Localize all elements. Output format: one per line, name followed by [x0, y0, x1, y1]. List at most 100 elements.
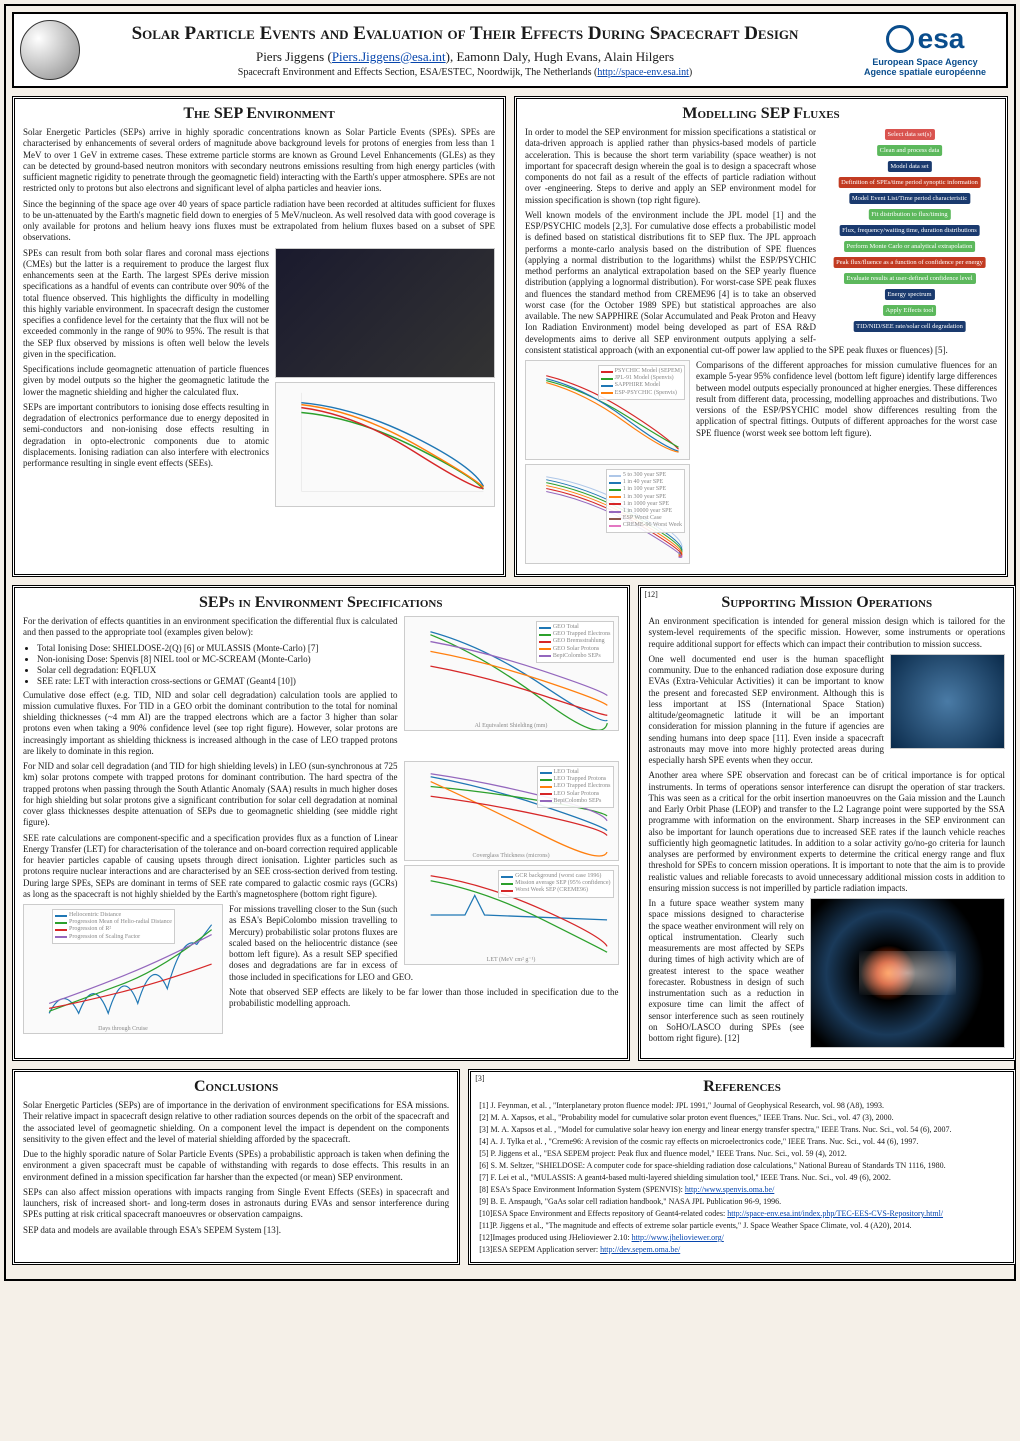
geo-tid-chart: GEO TotalGEO Trapped ElectronsGEO Bremss…	[404, 616, 619, 731]
conclusions-box: Conclusions Solar Energetic Particles (S…	[12, 1069, 460, 1265]
reference-item: [5] P. Jiggens et al., "ESA SEPEM projec…	[479, 1148, 1005, 1160]
author-email-link[interactable]: Piers.Jiggens@esa.int	[332, 49, 446, 64]
reference-item: [1] J. Feynman, et al. , "Interplanetary…	[479, 1100, 1005, 1112]
conc-p1: Solar Energetic Particles (SEPs) are of …	[23, 1100, 449, 1145]
flowchart: Select data set(s) Clean and process data…	[822, 127, 997, 337]
row-1: The SEP Environment Solar Energetic Part…	[12, 96, 1008, 577]
row-2: SEPs in Environment Specifications GEO T…	[12, 585, 1008, 1061]
reference-link[interactable]: http://www.spenvis.oma.be/	[685, 1185, 774, 1194]
stereo-logo	[20, 20, 80, 80]
cme-image-top	[275, 248, 495, 378]
reference-item: [7] F. Lei et al., "MULASSIS: A geant4-b…	[479, 1172, 1005, 1184]
authors-prefix: Piers Jiggens (	[256, 49, 332, 64]
reference-item: [12]Images produced using JHelioviewer 2…	[479, 1232, 1005, 1244]
legend-item: ESP-PSYCHIC (Spenvis)	[601, 390, 682, 397]
poster-root: Solar Particle Events and Evaluation of …	[4, 4, 1016, 1281]
flow-step: Peak flux/fluence as a function of confi…	[833, 257, 986, 268]
specs-box: SEPs in Environment Specifications GEO T…	[12, 585, 630, 1061]
reference-item: [13]ESA SEPEM Application server: http:/…	[479, 1244, 1005, 1256]
reference-link[interactable]: http://dev.sepem.oma.be/	[600, 1245, 680, 1254]
chartC-xlabel: LET (MeV cm² g⁻¹)	[487, 956, 536, 963]
chartA-legend: GEO TotalGEO Trapped ElectronsGEO Bremss…	[536, 621, 614, 663]
reference-link[interactable]: http://space-env.esa.int/index.php/TEC-E…	[727, 1209, 943, 1218]
esa-tagline-1: European Space Agency	[850, 57, 1000, 67]
chartB-xlabel: Coverglass Thickness (microns)	[472, 853, 549, 859]
legend-item: Worst Week SEP (CREME96)	[501, 887, 610, 894]
affiliation: Spacecraft Environment and Effects Secti…	[90, 67, 840, 78]
chart1-legend: PSYCHIC Model (SEPEM)JPL-91 Model (Spenv…	[598, 365, 685, 400]
affil-link[interactable]: http://space-env.esa.int	[597, 67, 689, 78]
leo-nid-chart: LEO TotalLEO Trapped ProtonsLEO Trapped …	[404, 761, 619, 861]
legend-item: Progression of Scaling Factor	[55, 934, 172, 941]
reference-item: [9] B. E. Anspaugh, "GaAs solar cell rad…	[479, 1196, 1005, 1208]
reference-item: [2] M. A. Xapsos, et al., "Probability m…	[479, 1112, 1005, 1124]
legend-item: 1 in 100 year SPE	[609, 486, 682, 493]
reference-item: [8] ESA's Space Environment Information …	[479, 1184, 1005, 1196]
authors: Piers Jiggens (Piers.Jiggens@esa.int), E…	[90, 49, 840, 65]
conclusions-title: Conclusions	[23, 1078, 449, 1096]
reference-item: [4] A. J. Tylka et al. , "Creme96: A rev…	[479, 1136, 1005, 1148]
flow-step: Apply Effects tool	[883, 305, 937, 316]
flow-step: Model data set	[887, 161, 931, 172]
esa-logo-block: esa European Space Agency Agence spatial…	[850, 23, 1000, 77]
model-compare-chart-1: PSYCHIC Model (SEPEM)JPL-91 Model (Spenv…	[525, 360, 690, 460]
refs-title: References	[479, 1078, 1005, 1096]
sep-env-p1: Solar Energetic Particles (SEPs) arrive …	[23, 127, 495, 195]
flow-step: Evaluate results at user-defined confide…	[843, 273, 975, 284]
refs-marker: [3]	[475, 1074, 484, 1083]
chartD-legend: Heliocentric DistanceProgression Mean of…	[52, 909, 175, 944]
helio-distance-chart: Heliocentric DistanceProgression Mean of…	[23, 904, 223, 1034]
support-marker: [12]	[645, 590, 658, 599]
affil-prefix: Spacecraft Environment and Effects Secti…	[238, 67, 598, 78]
affil-suffix: )	[689, 67, 692, 78]
flow-step: Fit distribution to flux/timing	[868, 209, 950, 220]
legend-item: BepiColombo SEPs	[539, 653, 611, 660]
legend-item: ESP Worst Case	[609, 515, 682, 522]
support-box: [12] Supporting Mission Operations An en…	[638, 585, 1016, 1061]
chartC-legend: GCR background (worst case 1996)Mission …	[498, 870, 613, 898]
refs-list: [1] J. Feynman, et al. , "Interplanetary…	[479, 1100, 1005, 1256]
model-compare-chart-2: 5 to 300 year SPE1 in 40 year SPE1 in 10…	[525, 464, 690, 564]
legend-item: SAPPHIRE Model	[601, 382, 682, 389]
sep-fluence-chart	[275, 382, 495, 507]
flow-step: Definition of SPEs/time period synoptic …	[838, 177, 981, 188]
flow-step: Clean and process data	[877, 145, 943, 156]
reference-item: [6] S. M. Seltzer, "SHIELDOSE: A compute…	[479, 1160, 1005, 1172]
sep-env-p2: Since the beginning of the space age ove…	[23, 199, 495, 244]
legend-item: LEO Trapped Protons	[540, 776, 611, 783]
esa-logo: esa	[850, 23, 1000, 55]
legend-item: GEO Total	[539, 624, 611, 631]
esa-tagline-2: Agence spatiale européenne	[850, 67, 1000, 77]
legend-item: GEO Trapped Electrons	[539, 631, 611, 638]
legend-item: 5 to 300 year SPE	[609, 472, 682, 479]
flow-step: Perform Monte Carlo or analytical extrap…	[844, 241, 976, 252]
chartA-xlabel: Al Equivalent Shielding (mm)	[475, 723, 548, 729]
legend-item: 1 in 300 year SPE	[609, 494, 682, 501]
legend-item: GEO Bremsstrahlung	[539, 638, 611, 645]
row-3: Conclusions Solar Energetic Particles (S…	[12, 1069, 1008, 1265]
reference-item: [10]ESA Space Environment and Effects re…	[479, 1208, 1005, 1220]
legend-item: JPL-91 Model (Spenvis)	[601, 375, 682, 382]
reference-item: [3] M. A. Xapsos et al. , "Model for cum…	[479, 1124, 1005, 1136]
legend-item: 1 in 40 year SPE	[609, 479, 682, 486]
reference-item: [11]P. Jiggens et al., "The magnitude an…	[479, 1220, 1005, 1232]
legend-item: 1 in 10000 year SPE	[609, 508, 682, 515]
specs-title: SEPs in Environment Specifications	[23, 594, 619, 612]
modelling-title: Modelling SEP Fluxes	[525, 105, 997, 123]
authors-suffix: ), Eamonn Daly, Hugh Evans, Alain Hilger…	[446, 49, 674, 64]
references-box: [3] References [1] J. Feynman, et al. , …	[468, 1069, 1016, 1265]
legend-item: LEO Total	[540, 769, 611, 776]
esa-circle-icon	[886, 25, 914, 53]
legend-item: Progression of R²	[55, 926, 172, 933]
flow-step: TID/NID/SEE rate/solar cell degradation	[853, 321, 966, 332]
support-p3: Another area where SPE observation and f…	[649, 770, 1005, 894]
flow-step: Select data set(s)	[884, 129, 934, 140]
legend-item: GEO Solar Protons	[539, 646, 611, 653]
conc-p3: SEPs can also affect mission operations …	[23, 1187, 449, 1221]
lasco-image	[810, 898, 1005, 1048]
header-center: Solar Particle Events and Evaluation of …	[90, 23, 840, 78]
legend-item: LEO Solar Protons	[540, 791, 611, 798]
iss-image	[890, 654, 1005, 749]
reference-link[interactable]: http://www.jhelioviewer.org/	[632, 1233, 724, 1242]
support-p1: An environment specification is intended…	[649, 616, 1005, 650]
